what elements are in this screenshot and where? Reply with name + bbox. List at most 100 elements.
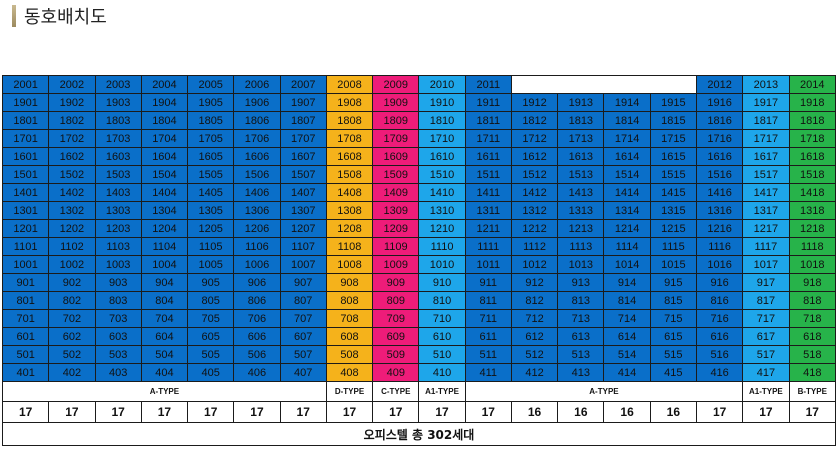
floor-row: 1801 1802 1803 1804 1805 1806 1807 1808 1809 1810…: [1, 111, 837, 130]
unit-cell: 1012: [510, 255, 559, 274]
type-label: B-TYPE: [788, 381, 837, 402]
unit-cell: 1418: [788, 183, 837, 202]
unit-cell: 1608: [325, 147, 374, 166]
unit-cell: 404: [140, 363, 189, 382]
unit-count: 16: [603, 401, 651, 423]
unit-cell: 1805: [187, 111, 235, 130]
unit-cell: 1717: [742, 129, 790, 148]
unit-layout-table: 2001 2002 2003 2004 2005 2006 2007 2008 2009 2010…: [1, 75, 837, 446]
unit-cell: 1405: [187, 183, 235, 202]
unit-cell: 1709: [372, 129, 420, 148]
unit-cell: 407: [279, 363, 327, 382]
section-header: 동호배치도: [12, 4, 107, 28]
unit-cell: 809: [372, 291, 420, 310]
unit-cell: 1511: [464, 165, 512, 184]
unit-count: 17: [233, 401, 281, 423]
unit-cell: 606: [233, 327, 281, 346]
unit-cell: 415: [649, 363, 697, 382]
unit-cell: 1606: [233, 147, 281, 166]
unit-cell: 1308: [325, 201, 374, 220]
unit-cell: 1503: [94, 165, 142, 184]
unit-cell: 1806: [233, 111, 281, 130]
unit-count: 17: [48, 401, 96, 423]
unit-cell: 1209: [372, 219, 420, 238]
unit-cell: 1407: [279, 183, 327, 202]
page-title: 동호배치도: [24, 7, 107, 28]
unit-cell: 1207: [279, 219, 327, 238]
unit-cell: 718: [788, 309, 837, 328]
unit-cell: 1312: [510, 201, 559, 220]
unit-count: 17: [464, 401, 512, 423]
unit-cell: 1516: [695, 165, 744, 184]
unit-cell: 608: [325, 327, 374, 346]
unit-cell: 1410: [418, 183, 466, 202]
unit-cell: 1802: [48, 111, 96, 130]
unit-cell: 1413: [557, 183, 605, 202]
unit-cell: 1107: [279, 237, 327, 256]
unit-cell: 1614: [603, 147, 651, 166]
unit-cell: 1803: [94, 111, 142, 130]
unit-cell: 1718: [788, 129, 837, 148]
unit-count: 17: [140, 401, 189, 423]
unit-cell: 603: [94, 327, 142, 346]
unit-cell: 717: [742, 309, 790, 328]
unit-cell: 1415: [649, 183, 697, 202]
floor-row: 1601 1602 1603 1604 1605 1606 1607 1608 1609 1610…: [1, 147, 837, 166]
unit-cell: 806: [233, 291, 281, 310]
unit-cell: 517: [742, 345, 790, 364]
unit-cell: 1814: [603, 111, 651, 130]
floor-row: 1001 1002 1003 1004 1005 1006 1007 1008 1009 1010…: [1, 255, 837, 274]
unit-cell: 902: [48, 273, 96, 292]
unit-count: 17: [187, 401, 235, 423]
unit-cell: 715: [649, 309, 697, 328]
unit-cell: 617: [742, 327, 790, 346]
floor-row: 901 902 903 904 905 906 907 908 909 910 911 912 913 9…: [1, 273, 837, 292]
unit-cell: 1611: [464, 147, 512, 166]
unit-cell: 815: [649, 291, 697, 310]
unit-cell: 2009: [372, 75, 420, 94]
unit-cell: 1104: [140, 237, 189, 256]
unit-cell: 410: [418, 363, 466, 382]
total-units-label: 오피스텔 총 302세대: [2, 422, 836, 446]
unit-cell: 1618: [788, 147, 837, 166]
unit-cell: 1015: [649, 255, 697, 274]
unit-cell: 1916: [695, 93, 744, 112]
unit-count: 17: [742, 401, 790, 423]
unit-cell: 1505: [187, 165, 235, 184]
unit-cell: 1102: [48, 237, 96, 256]
unit-count: 17: [94, 401, 142, 423]
unit-cell: 1501: [1, 165, 50, 184]
unit-cell: 412: [510, 363, 559, 382]
unit-cell: 507: [279, 345, 327, 364]
unit-cell: 1804: [140, 111, 189, 130]
unit-cell: 1403: [94, 183, 142, 202]
unit-cell: 804: [140, 291, 189, 310]
unit-cell: 906: [233, 273, 281, 292]
unit-cell: 1307: [279, 201, 327, 220]
unit-cell: 505: [187, 345, 235, 364]
unit-cell: 1007: [279, 255, 327, 274]
unit-cell: 1206: [233, 219, 281, 238]
unit-cell: 1316: [695, 201, 744, 220]
floor-row: 601 602 603 604 605 606 607 608 609 610 611 612 613 6…: [1, 327, 837, 346]
unit-cell: 1108: [325, 237, 374, 256]
unit-cell: 1006: [233, 255, 281, 274]
unit-cell: 1313: [557, 201, 605, 220]
unit-cell: 1416: [695, 183, 744, 202]
unit-cell: 904: [140, 273, 189, 292]
unit-cell: 1414: [603, 183, 651, 202]
unit-count: 17: [695, 401, 744, 423]
unit-cell: 1507: [279, 165, 327, 184]
unit-cell: 1704: [140, 129, 189, 148]
unit-cell: 1411: [464, 183, 512, 202]
floor-row: 1301 1302 1303 1304 1305 1306 1307 1308 1309 1310…: [1, 201, 837, 220]
unit-cell: 1816: [695, 111, 744, 130]
unit-cell: 908: [325, 273, 374, 292]
unit-cell: 1518: [788, 165, 837, 184]
unit-cell: 1113: [557, 237, 605, 256]
unit-cell: 408: [325, 363, 374, 382]
unit-cell: 401: [1, 363, 50, 382]
type-label: A1-TYPE: [418, 381, 466, 402]
unit-cell: 1112: [510, 237, 559, 256]
unit-cell: 504: [140, 345, 189, 364]
